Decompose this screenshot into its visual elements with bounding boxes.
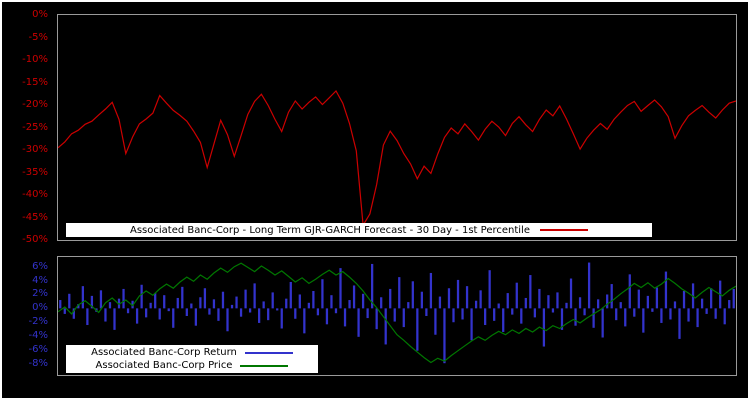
green-line-sample-icon xyxy=(240,364,289,367)
y-tick-label: 0% xyxy=(32,302,48,314)
y-tick-label: -4% xyxy=(28,330,48,342)
y-tick-label: 6% xyxy=(32,260,48,272)
y-tick-label: -5% xyxy=(28,31,48,43)
red-line-sample-icon xyxy=(539,229,588,231)
y-tick-label: -45% xyxy=(22,211,48,223)
return-price-plot xyxy=(58,262,736,364)
return-price-panel: Associated Banc-Corp Return Associated B… xyxy=(57,256,737,376)
y-tick-label: -15% xyxy=(22,76,48,88)
legend-row-return: Associated Banc-Corp Return xyxy=(66,346,318,359)
forecast-plot xyxy=(58,90,736,228)
return-legend-label: Associated Banc-Corp Return xyxy=(91,347,237,358)
y-tick-label: -10% xyxy=(22,54,48,65)
forecast-legend-label: Associated Banc-Corp - Long Term GJR-GAR… xyxy=(130,224,530,236)
y-tick-label: -40% xyxy=(22,189,48,200)
price-legend-label: Associated Banc-Corp Price xyxy=(95,360,233,371)
legend-row-price: Associated Banc-Corp Price xyxy=(66,359,318,372)
forecast-panel: Associated Banc-Corp - Long Term GJR-GAR… xyxy=(57,14,737,241)
y-tick-label: -6% xyxy=(28,344,48,355)
y-tick-label: -2% xyxy=(28,316,48,328)
y-tick-label: -8% xyxy=(28,357,48,369)
forecast-y-axis: 0% -5% -10% -15% -20% -25% -30% -35% -40… xyxy=(2,9,52,245)
y-tick-label: -20% xyxy=(22,99,48,110)
forecast-legend: Associated Banc-Corp - Long Term GJR-GAR… xyxy=(66,223,652,237)
y-tick-label: 0% xyxy=(32,9,48,20)
y-tick-label: 4% xyxy=(32,274,48,286)
y-tick-label: 2% xyxy=(32,288,48,300)
return-price-legend: Associated Banc-Corp Return Associated B… xyxy=(66,345,318,373)
y-tick-label: -30% xyxy=(22,144,48,155)
y-tick-label: -25% xyxy=(22,121,48,133)
return-y-axis: 6% 4% 2% 0% -2% -4% -6% -8% xyxy=(2,257,52,375)
y-tick-label: -35% xyxy=(22,166,48,178)
y-tick-label: -50% xyxy=(22,234,48,245)
blue-line-sample-icon xyxy=(244,351,293,354)
